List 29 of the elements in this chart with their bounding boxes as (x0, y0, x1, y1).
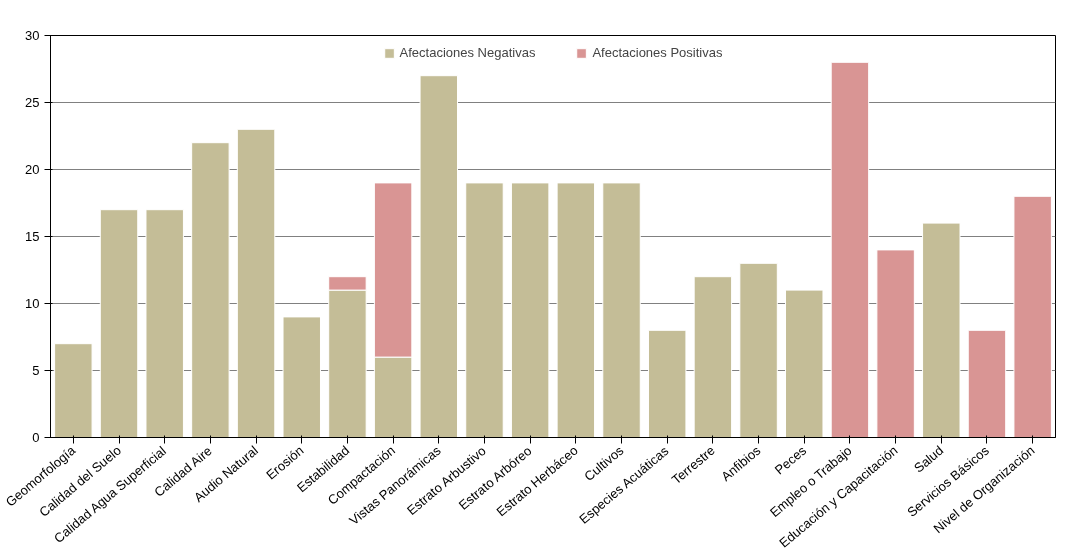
legend-label: Afectaciones Positivas (592, 45, 723, 60)
bar (785, 289, 824, 438)
bar (876, 249, 915, 438)
y-tick-label: 10 (25, 296, 40, 311)
bar (830, 61, 870, 438)
bar (145, 209, 184, 438)
bar (602, 182, 641, 438)
bar (282, 316, 321, 438)
bar (739, 262, 778, 438)
legend-label: Afectaciones Negativas (399, 45, 536, 60)
bar (967, 329, 1007, 438)
bar (236, 128, 276, 438)
y-tick-label: 5 (32, 363, 40, 378)
bar (419, 75, 459, 438)
bar (510, 182, 550, 438)
bar (693, 276, 733, 438)
bar (191, 142, 230, 438)
bar (647, 329, 687, 438)
y-tick-label: 15 (25, 229, 40, 244)
bar (556, 182, 596, 438)
bar (1013, 195, 1052, 438)
bar (99, 209, 139, 438)
y-tick-label: 0 (32, 430, 40, 445)
bar (465, 182, 504, 438)
y-tick-label: 25 (25, 95, 40, 110)
y-tick-label: 20 (25, 162, 40, 177)
bar (54, 343, 93, 438)
y-tick-label: 30 (25, 28, 40, 43)
bar (922, 222, 961, 438)
